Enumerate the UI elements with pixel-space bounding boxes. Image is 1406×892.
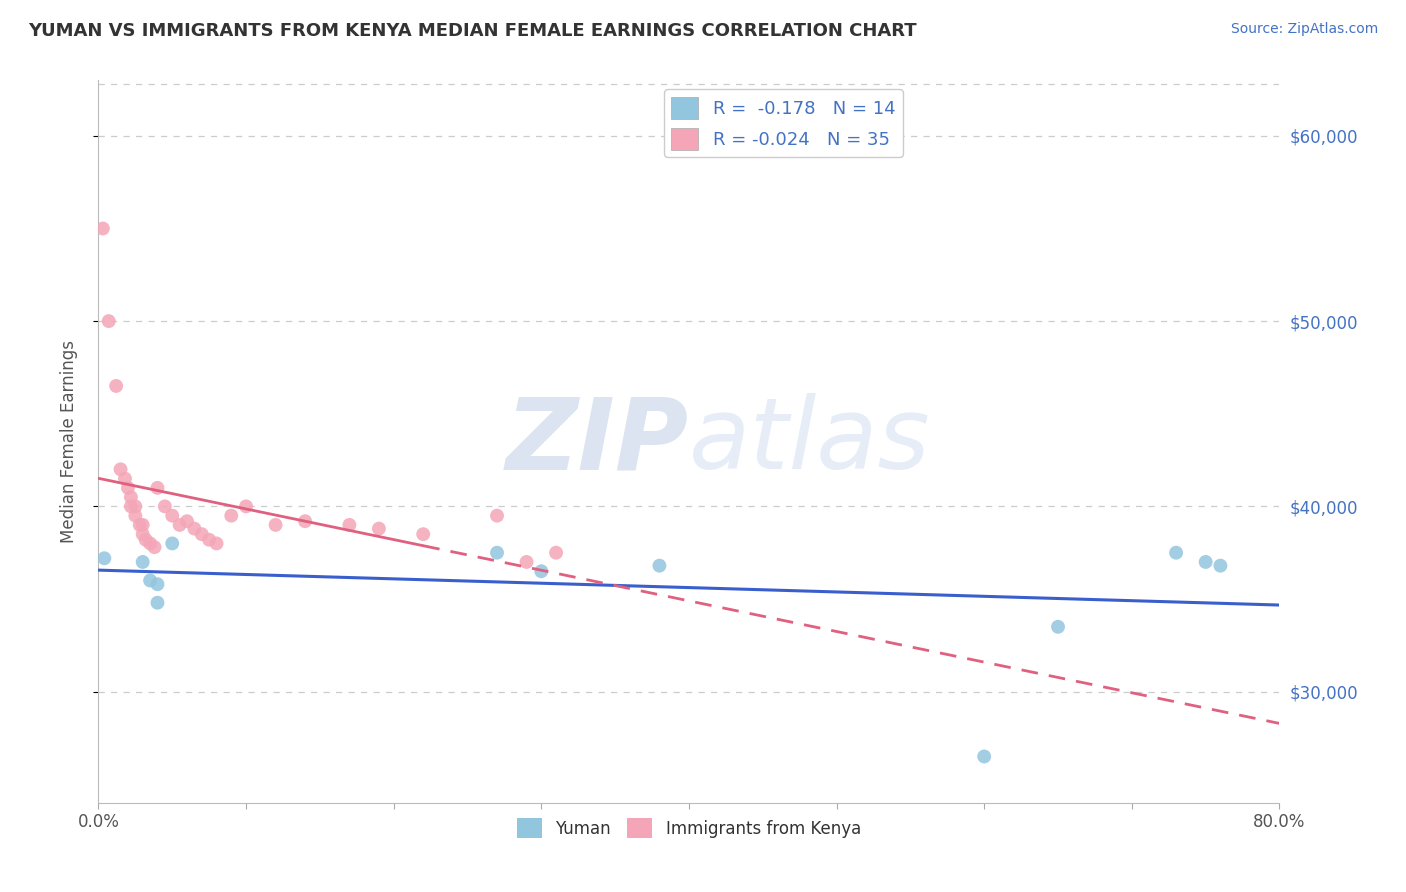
Point	[128, 517, 150, 532]
Point	[183, 522, 205, 536]
Point	[114, 472, 136, 486]
Point	[169, 517, 191, 532]
Text: atlas: atlas	[689, 393, 931, 490]
Point	[1195, 555, 1218, 569]
Point	[139, 536, 162, 550]
Point	[198, 533, 221, 547]
Point	[973, 749, 995, 764]
Point	[93, 551, 115, 566]
Point	[264, 517, 287, 532]
Point	[97, 314, 120, 328]
Point	[146, 577, 169, 591]
Point	[124, 508, 146, 523]
Point	[368, 522, 391, 536]
Point	[135, 533, 157, 547]
Point	[91, 221, 114, 235]
Point	[132, 527, 155, 541]
Point	[486, 508, 509, 523]
Point	[146, 481, 169, 495]
Point	[143, 540, 166, 554]
Point	[139, 574, 162, 588]
Point	[132, 555, 155, 569]
Point	[1166, 546, 1188, 560]
Point	[162, 536, 183, 550]
Point	[105, 379, 128, 393]
Point	[516, 555, 538, 569]
Text: Source: ZipAtlas.com: Source: ZipAtlas.com	[1230, 22, 1378, 37]
Point	[412, 527, 434, 541]
Point	[162, 508, 183, 523]
Legend: Yuman, Immigrants from Kenya: Yuman, Immigrants from Kenya	[510, 812, 868, 845]
Point	[120, 500, 142, 514]
Point	[117, 481, 139, 495]
Y-axis label: Median Female Earnings: Median Female Earnings	[59, 340, 77, 543]
Point	[486, 546, 509, 560]
Text: ZIP: ZIP	[506, 393, 689, 490]
Point	[132, 517, 155, 532]
Point	[146, 596, 169, 610]
Point	[124, 500, 146, 514]
Point	[339, 517, 361, 532]
Text: YUMAN VS IMMIGRANTS FROM KENYA MEDIAN FEMALE EARNINGS CORRELATION CHART: YUMAN VS IMMIGRANTS FROM KENYA MEDIAN FE…	[28, 22, 917, 40]
Point	[648, 558, 671, 573]
Point	[205, 536, 228, 550]
Point	[176, 514, 198, 528]
Point	[235, 500, 257, 514]
Point	[110, 462, 132, 476]
Point	[1209, 558, 1232, 573]
Point	[530, 564, 553, 578]
Point	[294, 514, 316, 528]
Point	[191, 527, 214, 541]
Point	[546, 546, 568, 560]
Point	[1046, 620, 1070, 634]
Point	[221, 508, 243, 523]
Point	[120, 490, 142, 504]
Point	[153, 500, 176, 514]
